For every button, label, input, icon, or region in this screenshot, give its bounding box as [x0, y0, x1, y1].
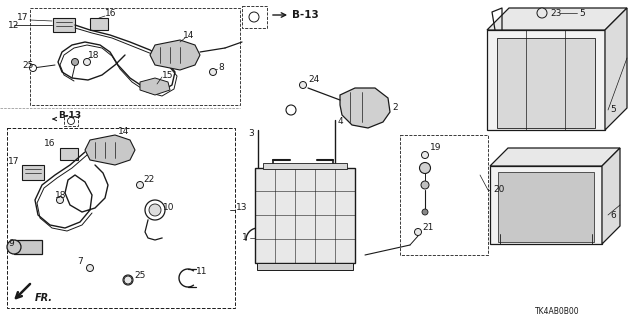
- Circle shape: [149, 204, 161, 216]
- Circle shape: [124, 276, 132, 284]
- Circle shape: [287, 107, 294, 114]
- Circle shape: [249, 12, 259, 22]
- Text: 18: 18: [55, 191, 67, 201]
- Bar: [22, 165, 44, 180]
- Text: 6: 6: [610, 211, 616, 220]
- Circle shape: [537, 8, 547, 18]
- Text: 2: 2: [392, 103, 397, 113]
- Bar: [60, 148, 78, 160]
- Bar: [257, 263, 353, 270]
- Bar: [30, 8, 240, 105]
- Bar: [490, 166, 602, 244]
- Bar: [497, 38, 595, 128]
- Text: 12: 12: [8, 20, 19, 29]
- Text: 21: 21: [422, 223, 433, 233]
- Polygon shape: [85, 135, 135, 165]
- Circle shape: [422, 151, 429, 158]
- Circle shape: [72, 59, 79, 66]
- Circle shape: [419, 163, 431, 173]
- Text: 22: 22: [143, 175, 154, 185]
- Text: 5: 5: [610, 106, 616, 115]
- Text: 15: 15: [162, 70, 173, 79]
- Text: 24: 24: [308, 76, 319, 84]
- Text: 10: 10: [163, 203, 175, 212]
- Circle shape: [145, 200, 165, 220]
- Circle shape: [67, 117, 74, 124]
- Text: 3: 3: [248, 129, 253, 138]
- Text: 4: 4: [338, 117, 344, 126]
- Text: 18: 18: [88, 51, 99, 60]
- Bar: [498, 172, 594, 242]
- Text: 9: 9: [8, 238, 13, 247]
- Text: FR.: FR.: [35, 293, 53, 303]
- Text: 8: 8: [218, 63, 224, 73]
- Circle shape: [29, 65, 36, 71]
- Circle shape: [422, 209, 428, 215]
- Bar: [90, 18, 108, 30]
- Text: 19: 19: [430, 143, 442, 153]
- Bar: [400, 135, 488, 255]
- Polygon shape: [487, 8, 627, 30]
- Bar: [263, 163, 347, 169]
- Text: 20: 20: [493, 186, 504, 195]
- Text: 17: 17: [8, 157, 19, 166]
- Text: 13: 13: [236, 203, 248, 212]
- Circle shape: [136, 181, 143, 188]
- Polygon shape: [140, 78, 170, 95]
- Polygon shape: [340, 88, 390, 128]
- Text: 1: 1: [243, 234, 248, 243]
- Text: 7: 7: [77, 258, 83, 267]
- Circle shape: [300, 82, 307, 89]
- Text: 25: 25: [22, 60, 33, 69]
- Polygon shape: [605, 8, 627, 130]
- Text: 14: 14: [118, 127, 129, 137]
- Polygon shape: [602, 148, 620, 244]
- Circle shape: [286, 105, 296, 115]
- Circle shape: [209, 68, 216, 76]
- Bar: [64, 116, 78, 126]
- Circle shape: [56, 196, 63, 204]
- Text: 17: 17: [17, 13, 29, 22]
- Bar: [487, 30, 605, 130]
- Text: TK4AB0B00: TK4AB0B00: [536, 308, 580, 316]
- Circle shape: [123, 275, 133, 285]
- Text: B-13: B-13: [58, 110, 81, 119]
- Text: 16: 16: [44, 140, 55, 148]
- Text: 16: 16: [105, 10, 116, 19]
- Circle shape: [86, 265, 93, 271]
- Circle shape: [421, 181, 429, 189]
- Bar: [255, 168, 355, 263]
- Polygon shape: [490, 148, 620, 166]
- Polygon shape: [150, 40, 200, 70]
- Bar: [14, 240, 42, 254]
- Circle shape: [83, 59, 90, 66]
- Text: 11: 11: [196, 268, 207, 276]
- Text: 25: 25: [134, 270, 145, 279]
- Circle shape: [7, 240, 21, 254]
- Text: 23: 23: [550, 9, 561, 18]
- Text: 14: 14: [183, 31, 195, 41]
- Bar: [53, 18, 75, 32]
- Bar: [7, 128, 235, 308]
- Text: 5: 5: [579, 9, 585, 18]
- Circle shape: [415, 228, 422, 236]
- Text: B-13: B-13: [292, 10, 319, 20]
- Bar: [242, 6, 267, 28]
